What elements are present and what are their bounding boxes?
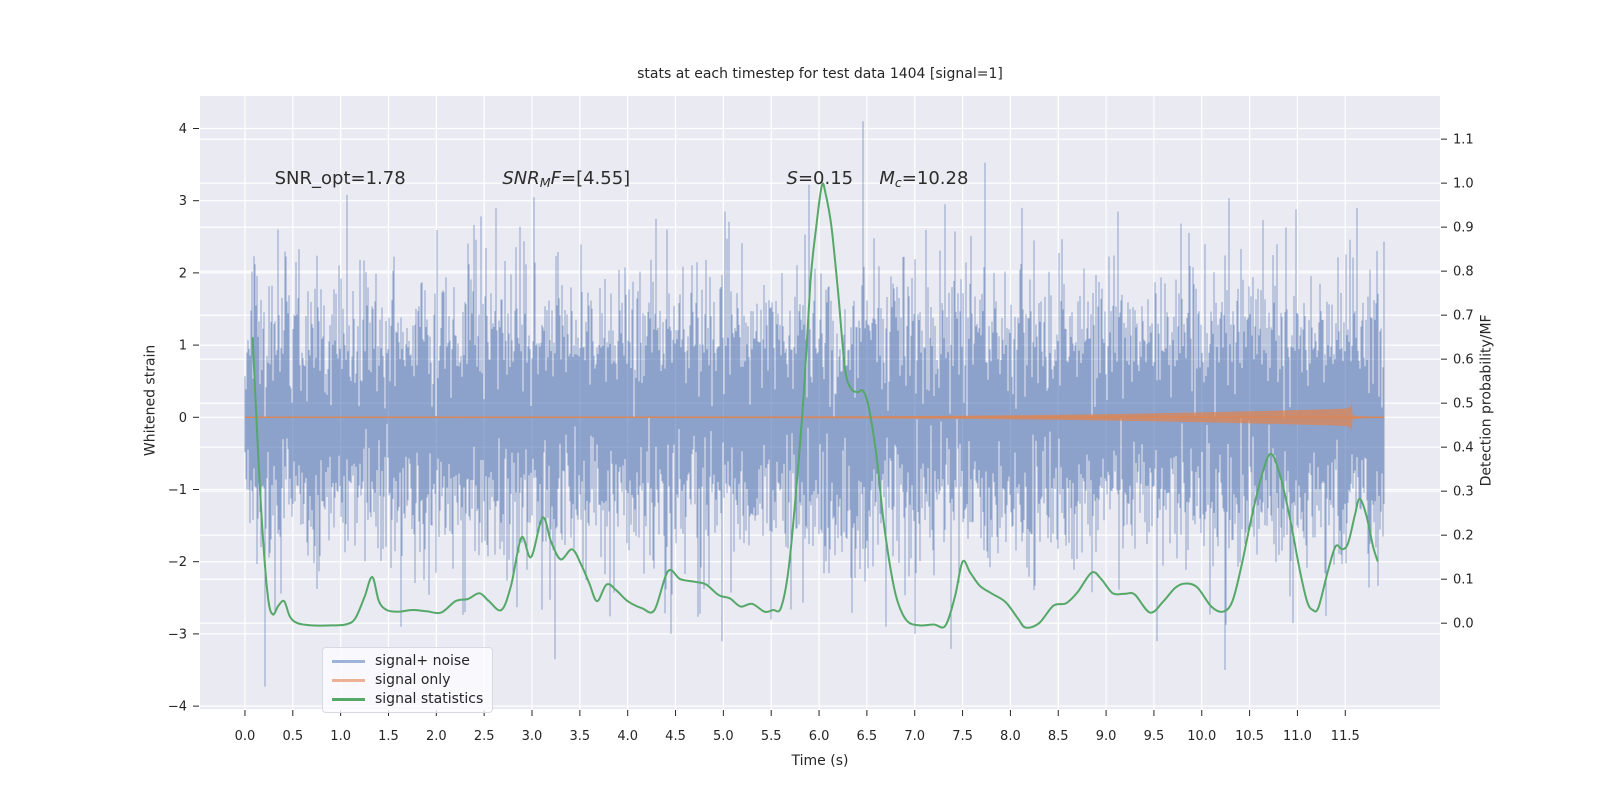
y-tick-label-right: 0.1 (1453, 573, 1474, 588)
y-tick-label-left: 2 (179, 266, 187, 281)
annotation-segment: c (894, 175, 902, 191)
y-tick-label-left: −1 (168, 483, 187, 498)
x-axis-label: Time (s) (791, 753, 849, 769)
y-tick-label-left: −3 (168, 627, 187, 642)
y-axis-label-right: Detection probability/MF (1478, 314, 1495, 487)
x-tick-label: 5.0 (713, 729, 734, 744)
y-tick-label-left: −2 (168, 555, 187, 570)
signal-statistics-series (251, 182, 1379, 629)
legend-swatch-signal (332, 678, 365, 682)
x-tick-label: 5.5 (761, 729, 782, 744)
noise-band-path (244, 121, 1385, 687)
x-tick-label: 8.5 (1048, 729, 1069, 744)
annotation-segment: SNR (502, 168, 540, 190)
annotation-segment: =10.28 (901, 168, 969, 190)
x-tick-label: 9.0 (1096, 729, 1117, 744)
x-tick-label: 11.0 (1283, 729, 1312, 744)
y-tick-label-right: 0.4 (1453, 441, 1474, 456)
legend-item: signal statistics (323, 691, 492, 707)
x-tick-label: 1.0 (330, 729, 351, 744)
y-tick-label-left: −4 (168, 700, 187, 715)
x-tick-label: 7.0 (904, 729, 925, 744)
x-tick-label: 0.0 (235, 729, 256, 744)
annotation: SNR_opt=1.78 (275, 170, 406, 188)
annotation: Mc=10.28 (879, 170, 968, 189)
y-tick-label-right: 0.2 (1453, 529, 1474, 544)
annotation-segment: M (539, 175, 551, 191)
annotation-segment: =[4.55] (560, 168, 631, 190)
y-tick-label-right: 0.8 (1453, 265, 1474, 280)
y-tick-label-right: 0.3 (1453, 485, 1474, 500)
x-tick-label: 10.5 (1235, 729, 1264, 744)
legend-swatch-statistics (332, 697, 365, 701)
annotation-segment: S (786, 168, 798, 190)
x-tick-label: 2.5 (474, 729, 495, 744)
annotation-segment: SNR_opt=1.78 (274, 168, 406, 190)
y-tick-label-right: 0.7 (1453, 309, 1474, 324)
annotation: S=0.15 (787, 170, 854, 188)
y-tick-label-left: 1 (179, 339, 187, 354)
y-tick-label-right: 0.5 (1453, 397, 1474, 412)
legend-item: signal only (323, 672, 492, 688)
x-tick-label: 4.5 (665, 729, 686, 744)
x-tick-label: 3.0 (522, 729, 543, 744)
x-tick-label: 1.5 (378, 729, 399, 744)
y-tick-label-right: 0.6 (1453, 353, 1474, 368)
x-tick-label: 9.5 (1144, 729, 1165, 744)
x-tick-label: 0.5 (282, 729, 303, 744)
y-axis-label-left: Whitened strain (142, 344, 159, 457)
tick-labels: 0.0 0.5 1.0 1.5 2.0 2.5 3.0 3.5 4.0 4.5 5.0 5.5 6.0 6… (168, 122, 1474, 744)
y-tick-label-left: 4 (179, 122, 187, 137)
annotation: SNRMF=[4.55] (502, 170, 630, 189)
legend-label: signal+ noise (375, 653, 470, 669)
annotation-segment: F (550, 168, 561, 190)
noise-series (244, 121, 1385, 687)
y-tick-label-left: 0 (179, 411, 187, 426)
y-tick-label-right: 1.1 (1453, 133, 1474, 148)
x-tick-label: 7.5 (952, 729, 973, 744)
x-tick-label: 6.0 (809, 729, 830, 744)
annotation-segment: M (879, 168, 895, 190)
x-tick-label: 2.0 (426, 729, 447, 744)
legend-label: signal statistics (375, 691, 484, 707)
y-tick-label-right: 0.0 (1453, 617, 1474, 632)
signal-only-series (244, 397, 1385, 433)
chart-title: stats at each timestep for test data 140… (637, 66, 1003, 82)
x-tick-label: 11.5 (1331, 729, 1360, 744)
x-tick-label: 6.5 (857, 729, 878, 744)
legend: signal+ noise signal only signal statistic… (322, 647, 493, 713)
y-tick-label-left: 3 (179, 194, 187, 209)
annotation-segment: =0.15 (797, 168, 854, 190)
legend-item: signal+ noise (323, 653, 492, 669)
signal-envelope-path (245, 397, 1385, 433)
legend-swatch-noise (332, 659, 365, 663)
legend-label: signal only (375, 672, 451, 688)
y-tick-label-right: 0.9 (1453, 221, 1474, 236)
tick-marks (193, 127, 1447, 716)
x-tick-label: 3.5 (570, 729, 591, 744)
signal-statistics-path (251, 182, 1379, 629)
y-tick-label-right: 1.0 (1453, 177, 1474, 192)
x-tick-label: 10.0 (1187, 729, 1216, 744)
x-tick-label: 4.0 (617, 729, 638, 744)
x-tick-label: 8.0 (1000, 729, 1021, 744)
